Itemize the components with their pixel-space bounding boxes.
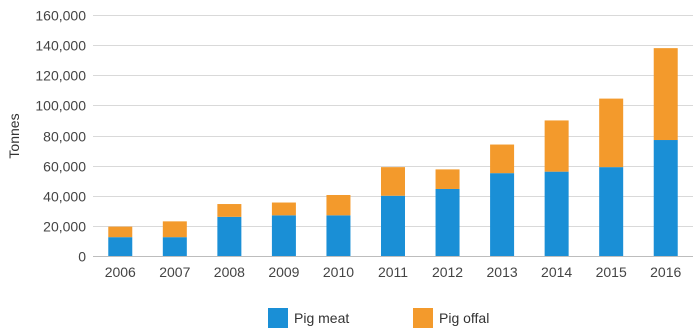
x-tick-label: 2012	[432, 264, 463, 280]
x-tick-label: 2006	[105, 264, 136, 280]
bar-pig-offal-2007	[162, 221, 187, 238]
bar-pig-offal-2015	[599, 98, 624, 168]
y-tick-label: 20,000	[43, 219, 86, 235]
bar-pig-offal-2011	[381, 167, 405, 196]
y-tick-label: 120,000	[35, 68, 86, 84]
x-tick-label: 2011	[378, 264, 408, 280]
bar-pig-meat-2008	[217, 216, 242, 256]
x-tick-label: 2013	[487, 264, 518, 280]
bar-pig-offal-2012	[435, 169, 460, 189]
bars	[108, 48, 678, 256]
x-tick-label: 2010	[323, 264, 354, 280]
x-tick-label: 2014	[541, 264, 572, 280]
bar-pig-offal-2006	[108, 226, 133, 238]
y-tick-label: 140,000	[35, 38, 86, 54]
bar-pig-meat-2010	[326, 215, 351, 256]
y-tick-label: 40,000	[43, 189, 86, 205]
bar-pig-meat-2015	[599, 167, 624, 256]
bar-pig-meat-2009	[271, 215, 296, 256]
legend-swatch	[413, 308, 433, 328]
bar-pig-meat-2007	[162, 237, 187, 256]
y-tick-label: 100,000	[35, 98, 86, 114]
x-tick-label: 2007	[159, 264, 190, 280]
y-tick-label: 0	[78, 249, 86, 265]
bar-pig-meat-2012	[435, 188, 460, 256]
bar-pig-meat-2006	[108, 237, 133, 256]
y-axis-title: Tonnes	[6, 113, 22, 158]
bar-pig-meat-2013	[490, 173, 515, 256]
bar-pig-offal-2013	[490, 144, 515, 174]
legend-label: Pig offal	[439, 310, 489, 326]
x-axis-tick-labels: 2006 2007 2008 2009 2010 2011 2012 2013 2014 2015…	[105, 264, 682, 280]
legend-swatch	[268, 308, 288, 328]
bar-pig-offal-2010	[326, 194, 351, 216]
legend-label: Pig meat	[294, 310, 349, 326]
y-tick-label: 60,000	[43, 159, 86, 175]
x-tick-label: 2015	[596, 264, 627, 280]
legend-item-pig-offal: Pig offal	[413, 308, 489, 328]
bar-pig-offal-2009	[271, 202, 296, 216]
bar-pig-meat-2014	[544, 171, 569, 256]
x-tick-label: 2009	[268, 264, 299, 280]
x-tick-label: 2016	[650, 264, 681, 280]
bar-pig-meat-2011	[381, 195, 405, 256]
bar-pig-offal-2008	[217, 204, 242, 217]
y-tick-label: 80,000	[43, 129, 86, 145]
bar-pig-offal-2016	[653, 48, 678, 141]
bar-pig-offal-2014	[544, 120, 569, 172]
y-axis-tick-labels: 0 20,000 40,000 60,000 80,000 100,000 120,000 1…	[35, 8, 86, 265]
x-tick-label: 2008	[214, 264, 245, 280]
legend: Pig meat Pig offal	[268, 308, 489, 328]
gridlines	[93, 15, 693, 257]
bar-pig-meat-2016	[653, 140, 678, 256]
legend-item-pig-meat: Pig meat	[268, 308, 349, 328]
y-tick-label: 160,000	[35, 8, 86, 24]
